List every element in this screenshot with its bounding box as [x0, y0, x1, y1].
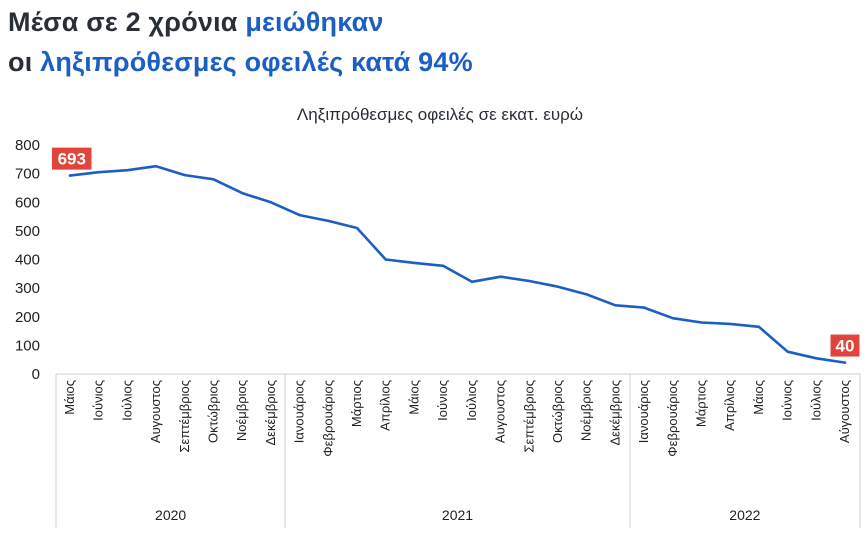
data-point — [757, 325, 761, 328]
series-line — [68, 164, 847, 364]
x-tick-label: Οκτώβριος — [550, 380, 565, 443]
data-point — [786, 350, 789, 353]
series-line-group — [68, 164, 847, 364]
chart-title: Ληξιπρόθεσμες οφειλές σε εκατ. ευρώ — [297, 105, 583, 124]
x-tick-label: Ιούλιος — [119, 380, 134, 421]
y-tick-label: 500 — [15, 223, 40, 240]
data-point — [700, 321, 703, 324]
data-label: 693 — [58, 150, 86, 169]
y-tick-label: 0 — [32, 366, 40, 383]
x-tick-label: Νοέμβριος — [234, 380, 249, 441]
x-tick-label: Φεβρουάριος — [320, 380, 335, 457]
data-point — [528, 279, 531, 283]
x-tick-label: Ιούνιος — [435, 380, 450, 421]
y-tick-label: 700 — [15, 166, 40, 183]
x-tick-label: Αυγουστος — [493, 380, 508, 443]
x-tick-label: Δεκέμβριος — [263, 380, 278, 446]
data-label-box — [52, 147, 92, 170]
data-point — [843, 361, 847, 364]
data-point — [68, 174, 72, 177]
y-tick-label: 400 — [15, 252, 40, 269]
x-tick-label: Σεπτέμβριος — [521, 380, 536, 452]
x-tick-label: Μάιος — [62, 380, 77, 415]
x-tick-label: Σεπτέμβριος — [177, 380, 192, 452]
data-point — [614, 304, 617, 307]
headline-line-1-accent: μειώθηκαν — [245, 7, 384, 37]
x-tick-label: Ιανουάριος — [292, 380, 307, 443]
x-tick-label: Μάρτιος — [693, 380, 708, 427]
data-point — [97, 170, 100, 174]
data-point — [642, 306, 646, 309]
data-label-box — [830, 334, 860, 357]
data-point — [384, 258, 387, 261]
data-point — [212, 178, 215, 181]
data-point — [671, 316, 674, 320]
data-point — [327, 219, 330, 223]
x-tick-label: Απρίλιος — [722, 380, 737, 431]
x-tick-label: Μάιος — [751, 380, 766, 415]
data-point — [298, 213, 301, 217]
x-axis: Μάιος Ιούνιος Ιούλιος Αυγουστος Σεπτέμβριος Ο… — [55, 373, 861, 528]
y-tick-label: 200 — [15, 309, 40, 326]
y-tick-label: 600 — [15, 194, 40, 211]
year-label: 2020 — [155, 507, 186, 523]
x-tick-label: Ιούνιος — [780, 380, 795, 421]
data-point — [728, 322, 732, 326]
headline-line-1-plain: Μέσα σε 2 χρόνια — [8, 7, 246, 37]
x-tick-label: Ιανουάριος — [636, 380, 651, 443]
headline-line-2: οι ληξιπρόθεσμες οφειλές κατά 94% — [8, 42, 473, 82]
x-tick-label: Αυγουστος — [148, 380, 163, 443]
x-tick-label: Μάιος — [406, 380, 421, 415]
x-tick-label: Δεκέμβριος — [607, 380, 622, 446]
y-tick-label: 100 — [15, 337, 40, 354]
y-tick-label: 300 — [15, 280, 40, 297]
x-tick-label: Φεβρουάριος — [665, 380, 680, 457]
x-tick-label: Νοέμβριος — [579, 380, 594, 441]
x-tick-label: Ιούνιος — [91, 380, 106, 421]
y-tick-label: 800 — [15, 137, 40, 154]
headline-line-2-plain: οι — [8, 47, 41, 77]
data-point — [470, 280, 474, 284]
headline-line-1: Μέσα σε 2 χρόνια μειώθηκαν — [8, 2, 473, 42]
data-point — [154, 164, 158, 168]
data-point — [815, 357, 818, 360]
data-point — [183, 173, 187, 177]
x-tick-label: Μάρτιος — [349, 380, 364, 427]
year-label: 2022 — [729, 507, 760, 523]
headline: Μέσα σε 2 χρόνια μειώθηκαν οι ληξιπρόθεσ… — [8, 2, 473, 82]
headline-line-2-accent: ληξιπρόθεσμες οφειλές κατά 94% — [40, 47, 473, 77]
x-tick-label: Ιούλιος — [808, 380, 823, 421]
year-label: 2021 — [442, 507, 473, 523]
data-label: 40 — [836, 337, 855, 356]
data-point — [241, 191, 244, 195]
data-point — [556, 285, 560, 288]
x-tick-label: Απρίλιος — [378, 380, 393, 431]
data-point — [499, 275, 502, 278]
data-point — [413, 261, 416, 265]
data-point — [126, 168, 129, 172]
data-point — [269, 201, 273, 204]
data-point — [441, 264, 445, 267]
x-tick-label: Οκτώβριος — [206, 380, 221, 443]
x-tick-label: Αύγουστος — [837, 380, 852, 443]
data-point — [585, 293, 588, 296]
x-tick-label: Ιούλιος — [464, 380, 479, 421]
y-axis: 0 100 200 300 400 500 600 700 800 — [15, 137, 40, 383]
data-point — [355, 226, 359, 230]
data-labels: 693 40 — [52, 147, 860, 357]
